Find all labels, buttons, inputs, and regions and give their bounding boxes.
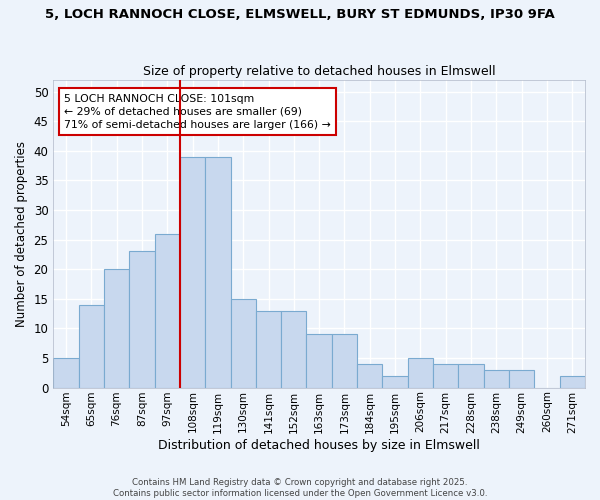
- Title: Size of property relative to detached houses in Elmswell: Size of property relative to detached ho…: [143, 66, 496, 78]
- Bar: [332, 334, 357, 388]
- X-axis label: Distribution of detached houses by size in Elmswell: Distribution of detached houses by size …: [158, 440, 480, 452]
- Bar: [129, 252, 155, 388]
- Bar: [256, 310, 281, 388]
- Bar: [560, 376, 585, 388]
- Bar: [155, 234, 180, 388]
- Bar: [230, 299, 256, 388]
- Text: Contains HM Land Registry data © Crown copyright and database right 2025.
Contai: Contains HM Land Registry data © Crown c…: [113, 478, 487, 498]
- Bar: [307, 334, 332, 388]
- Bar: [79, 304, 104, 388]
- Bar: [180, 156, 205, 388]
- Bar: [53, 358, 79, 388]
- Bar: [357, 364, 382, 388]
- Bar: [104, 269, 129, 388]
- Bar: [408, 358, 433, 388]
- Bar: [509, 370, 535, 388]
- Text: 5 LOCH RANNOCH CLOSE: 101sqm
← 29% of detached houses are smaller (69)
71% of se: 5 LOCH RANNOCH CLOSE: 101sqm ← 29% of de…: [64, 94, 331, 130]
- Bar: [382, 376, 408, 388]
- Bar: [458, 364, 484, 388]
- Bar: [205, 156, 230, 388]
- Bar: [433, 364, 458, 388]
- Bar: [281, 310, 307, 388]
- Text: 5, LOCH RANNOCH CLOSE, ELMSWELL, BURY ST EDMUNDS, IP30 9FA: 5, LOCH RANNOCH CLOSE, ELMSWELL, BURY ST…: [45, 8, 555, 20]
- Y-axis label: Number of detached properties: Number of detached properties: [15, 140, 28, 326]
- Bar: [484, 370, 509, 388]
